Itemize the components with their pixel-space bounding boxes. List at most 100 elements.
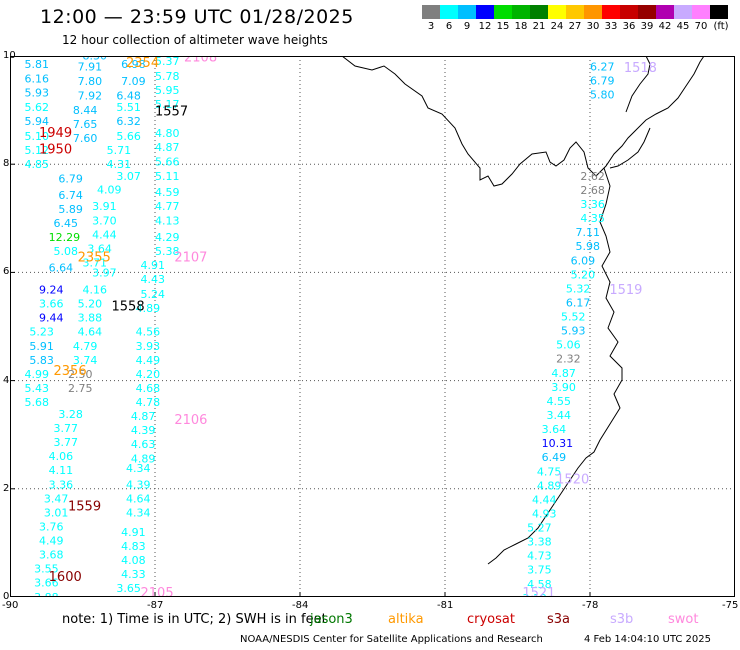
wave-height-label: 4.93 xyxy=(532,507,557,520)
legend-note: note: 1) Time is in UTC; 2) SWH is in fe… xyxy=(62,612,327,627)
footer: NOAA/NESDIS Center for Satellite Applica… xyxy=(240,634,711,645)
wave-height-label: 3.88 xyxy=(34,591,59,597)
wave-height-label: 4.49 xyxy=(136,354,161,367)
colorbar-label: (ft) xyxy=(713,21,729,32)
colorbar-label: 36 xyxy=(622,21,636,32)
colorbar-label: 9 xyxy=(463,21,471,32)
legend-s3a: s3a xyxy=(547,612,571,627)
track-id-label: 2356 xyxy=(54,364,87,379)
y-tick-label: 0 xyxy=(3,591,10,602)
wave-height-label: 5.91 xyxy=(29,340,54,353)
y-tick-label: 4 xyxy=(3,374,10,386)
wave-height-label: 3.07 xyxy=(116,170,141,183)
wave-height-label: 3.68 xyxy=(39,549,64,562)
wave-height-label: 7.80 xyxy=(78,75,103,88)
wave-height-label: 6.45 xyxy=(54,217,79,230)
wave-height-label: 3.71 xyxy=(83,256,108,269)
wave-height-label: 4.83 xyxy=(121,540,145,553)
colorbar-swatch xyxy=(692,5,710,19)
wave-height-label: 4.85 xyxy=(25,158,50,171)
wave-height-label: 6.17 xyxy=(566,296,591,309)
wave-height-label: 3.47 xyxy=(44,492,68,505)
wave-height-label: 5.52 xyxy=(561,311,586,324)
wave-height-label: 6.27 xyxy=(590,61,615,74)
y-tick-label: 10 xyxy=(3,50,16,61)
colorbar-label: 24 xyxy=(550,21,564,32)
wave-height-label: 3.74 xyxy=(73,354,98,367)
wave-height-label: 4.49 xyxy=(39,535,64,548)
wave-height-label: 4.79 xyxy=(73,340,98,353)
wave-height-label: 3.55 xyxy=(34,563,59,576)
wave-height-label: 9.44 xyxy=(39,312,64,325)
wave-height-label: 5.95 xyxy=(155,84,180,97)
colorbar-label: 70 xyxy=(694,21,708,32)
wave-height-label: 3.64 xyxy=(542,423,567,436)
wave-height-label: 5.12 xyxy=(25,144,50,157)
colorbar-label: 42 xyxy=(658,21,672,32)
track-id-label: 1559 xyxy=(68,499,101,514)
colorbar-label: 27 xyxy=(568,21,582,32)
wave-height-label: 4.73 xyxy=(527,550,552,563)
wave-height-label: 5.23 xyxy=(29,326,54,339)
colorbar-label: 15 xyxy=(496,21,510,32)
x-tick-label: -78 xyxy=(582,600,599,611)
wave-height-label: 5.17 xyxy=(155,98,180,111)
colorbar xyxy=(422,5,728,19)
colorbar-swatch xyxy=(566,5,584,19)
colorbar-swatch xyxy=(494,5,512,19)
map-gridlines xyxy=(10,56,735,597)
track-id-label: 1950 xyxy=(39,142,72,157)
wave-height-label: 3.88 xyxy=(78,312,103,325)
wave-height-label: 4.75 xyxy=(537,465,562,478)
wave-height-label: 2.75 xyxy=(68,382,93,395)
colorbar-swatch xyxy=(638,5,656,19)
legend-jason3: jason3 xyxy=(310,612,353,627)
wave-height-label: 5.38 xyxy=(155,245,180,258)
y-tick-label: 6 xyxy=(3,266,10,278)
legend: note: 1) Time is in UTC; 2) SWH is in fe… xyxy=(62,612,740,632)
wave-height-label: 3.19 xyxy=(522,592,547,597)
wave-height-label: 6.79 xyxy=(58,173,82,186)
x-tick-label: -90 xyxy=(2,600,19,611)
track-id-label: 2108 xyxy=(184,56,217,65)
wave-height-label: 3.44 xyxy=(547,409,572,422)
colorbar-swatch xyxy=(458,5,476,19)
wave-height-label: 2.62 xyxy=(580,170,605,183)
track-id-label: 1518 xyxy=(624,61,657,76)
y-tick-label: 8 xyxy=(3,158,10,170)
wave-height-label: 5.68 xyxy=(25,396,50,409)
wave-height-label: 3.93 xyxy=(136,340,161,353)
wave-height-label: 4.59 xyxy=(155,186,180,199)
wave-height-label: 3.66 xyxy=(39,298,64,311)
colorbar-swatch xyxy=(440,5,458,19)
track-id-label: 1600 xyxy=(49,570,82,585)
colorbar-swatch xyxy=(530,5,548,19)
footer-timestamp: 4 Feb 14:04:10 UTC 2025 xyxy=(584,634,711,645)
legend-swot: swot xyxy=(668,612,699,627)
wave-height-label: 4.31 xyxy=(107,158,131,171)
wave-height-label: 4.39 xyxy=(131,424,156,437)
wave-height-label: 5.66 xyxy=(116,130,141,143)
wave-height-label: 2.50 xyxy=(68,368,93,381)
wave-height-label: 4.08 xyxy=(121,554,145,567)
colorbar-label: 3 xyxy=(427,21,435,32)
wave-height-label: 4.09 xyxy=(97,183,122,196)
wave-height-label: 3.77 xyxy=(54,422,79,435)
colorbar-swatch xyxy=(422,5,440,19)
wave-height-label: 5.81 xyxy=(25,58,50,71)
wave-height-label: 4.44 xyxy=(92,228,117,241)
coastline xyxy=(341,56,705,565)
wave-height-label: 4.77 xyxy=(155,200,180,213)
wave-height-label: 4.58 xyxy=(527,578,552,591)
wave-height-label: 4.64 xyxy=(78,326,103,339)
wave-height-label: 5.98 xyxy=(576,240,601,253)
legend-altika: altika xyxy=(388,612,424,627)
track-id-label: 2105 xyxy=(141,586,174,597)
wave-height-label: 6.64 xyxy=(49,261,74,274)
wave-height-label: 5.89 xyxy=(58,203,82,216)
wave-height-label: 4.64 xyxy=(126,492,151,505)
wave-height-label: 3.01 xyxy=(44,506,68,519)
data-points: 8.30 5.81 7.91 6.98 5.37 6.16 7.80 7.09 5.78 5.93… xyxy=(25,56,615,597)
colorbar-label: 33 xyxy=(604,21,618,32)
wave-height-label: 4.13 xyxy=(155,214,180,227)
